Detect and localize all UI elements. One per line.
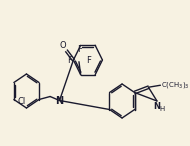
Text: Cl: Cl (17, 97, 26, 106)
Text: F: F (86, 56, 91, 65)
Text: F: F (77, 45, 82, 54)
Text: F: F (67, 56, 72, 65)
Text: N: N (154, 102, 161, 111)
Text: N: N (55, 97, 64, 106)
Text: O: O (59, 41, 66, 50)
Text: C(CH$_3$)$_3$: C(CH$_3$)$_3$ (161, 80, 190, 90)
Text: H: H (160, 106, 165, 112)
